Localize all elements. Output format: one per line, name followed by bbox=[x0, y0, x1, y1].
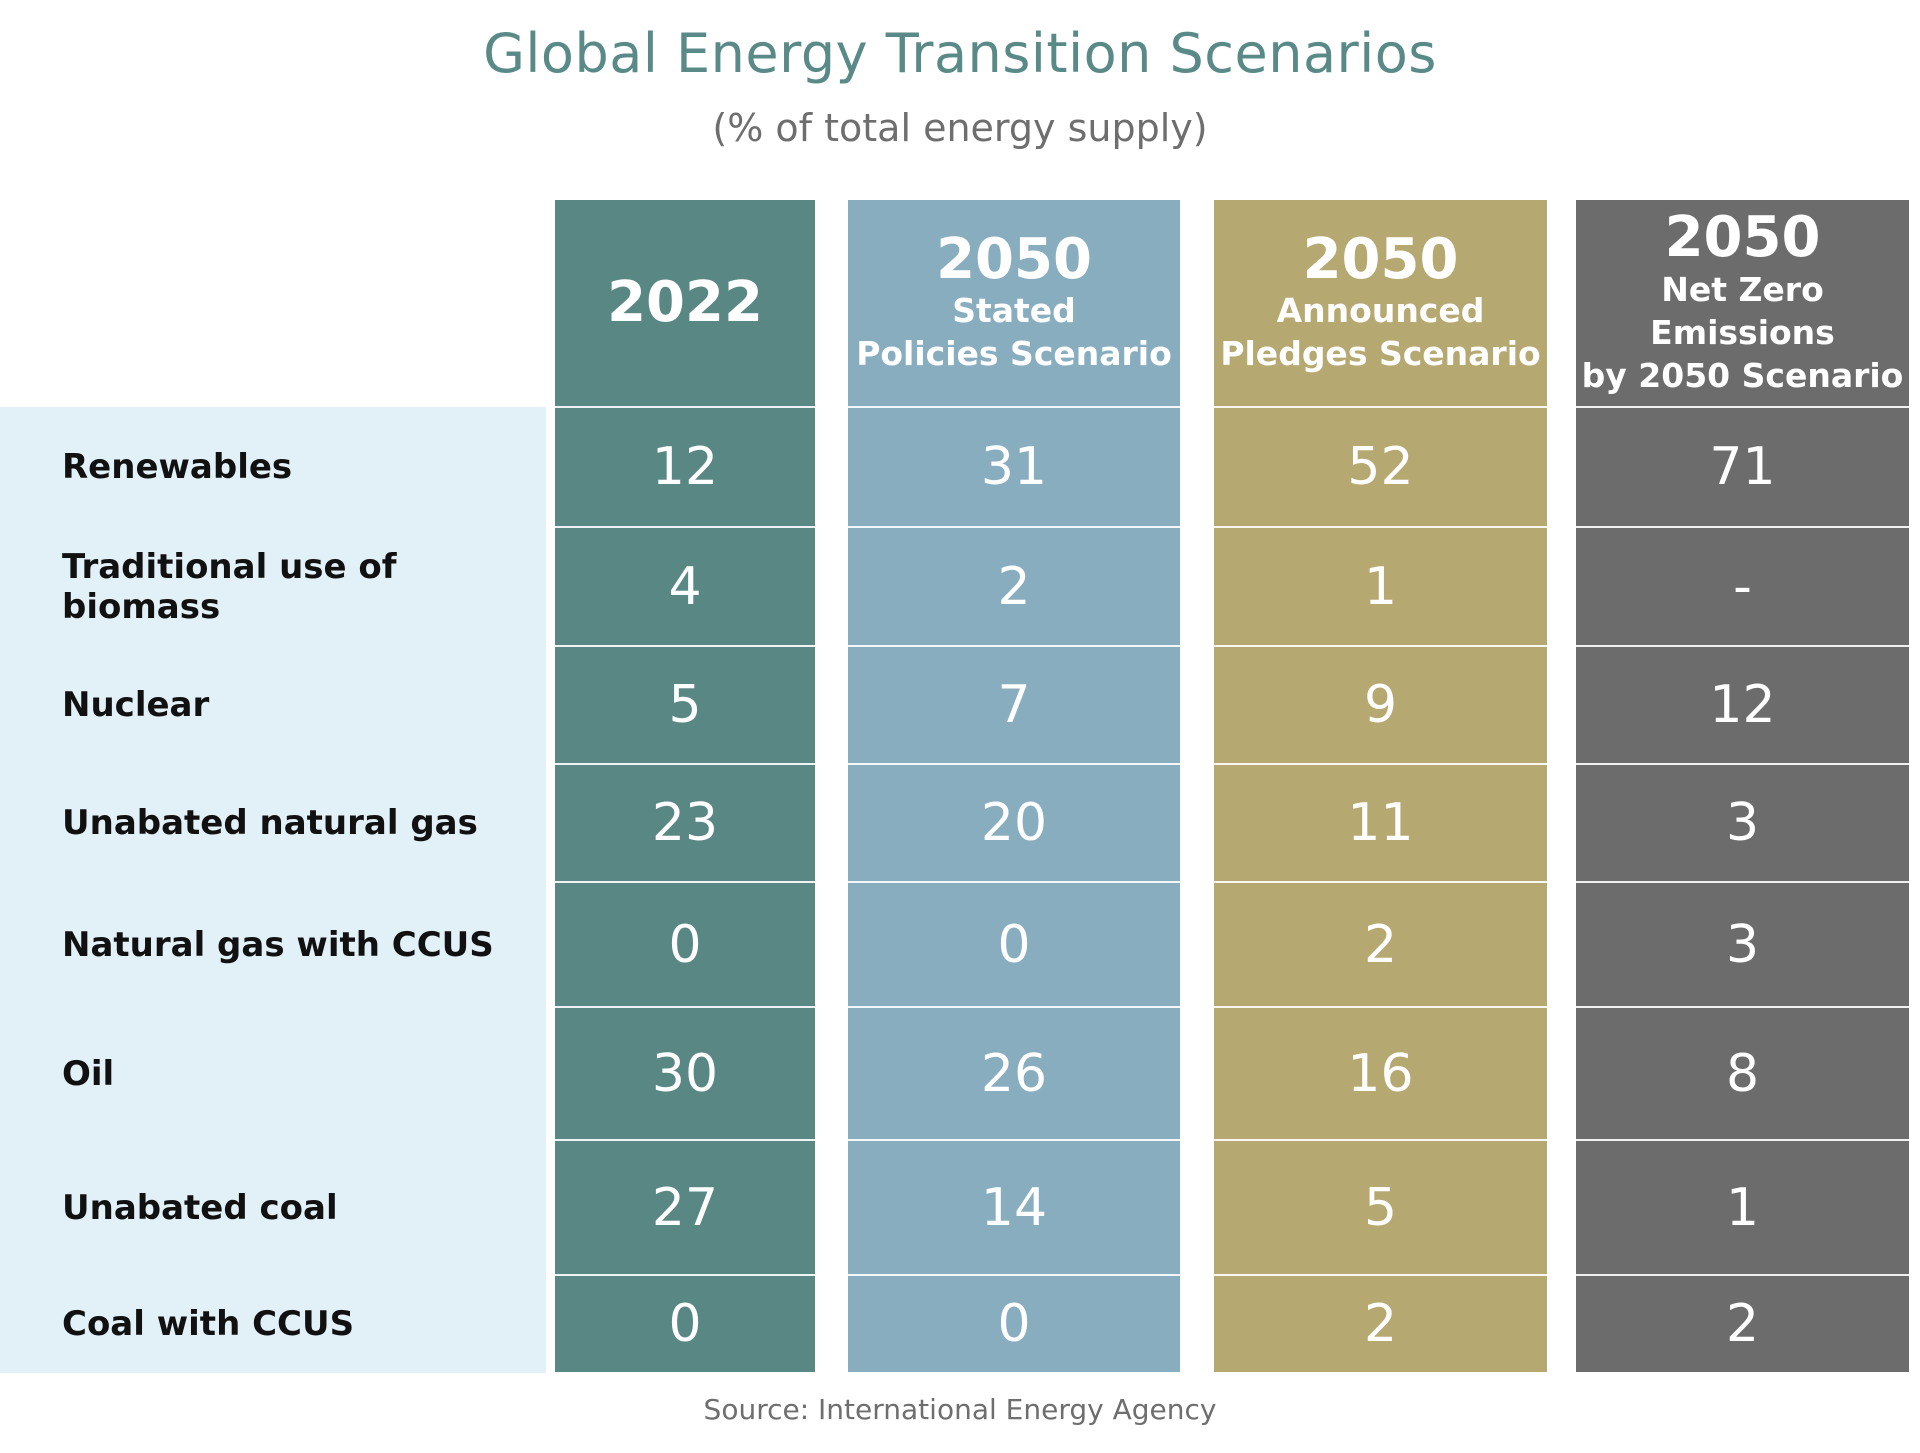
row-label: Renewables bbox=[62, 447, 293, 487]
row-divider bbox=[555, 406, 815, 408]
row-divider bbox=[1576, 881, 1909, 883]
row-divider bbox=[848, 1139, 1180, 1141]
row-label-panel bbox=[0, 407, 546, 1373]
row-divider bbox=[1214, 1139, 1547, 1141]
table-cell: 0 bbox=[668, 1294, 702, 1354]
table-cell: 2 bbox=[1363, 1294, 1398, 1354]
table-cell: 23 bbox=[651, 793, 719, 853]
column-header: 2050 Stated Policies Scenario bbox=[848, 200, 1180, 405]
row-divider bbox=[1214, 763, 1547, 765]
row-label: Traditional use of biomass bbox=[62, 546, 397, 627]
column-header: 2050 Announced Pledges Scenario bbox=[1214, 200, 1547, 405]
column-header: 2050 Net Zero Emissions by 2050 Scenario bbox=[1576, 200, 1909, 405]
column-header: 2022 bbox=[555, 200, 815, 405]
row-divider bbox=[1214, 645, 1547, 647]
row-divider bbox=[848, 526, 1180, 528]
column-year: 2050 bbox=[1302, 226, 1459, 292]
row-label: Coal with CCUS bbox=[62, 1304, 355, 1344]
table-cell: 14 bbox=[980, 1177, 1048, 1238]
table-cell: 20 bbox=[980, 793, 1048, 853]
chart-title: Global Energy Transition Scenarios bbox=[483, 22, 1437, 85]
row-divider bbox=[1576, 1139, 1909, 1141]
column-subtitle: Net Zero Emissions by 2050 Scenario bbox=[1581, 269, 1904, 395]
row-divider bbox=[555, 763, 815, 765]
table-cell: 1 bbox=[1725, 1177, 1760, 1238]
column-year: 2050 bbox=[936, 226, 1092, 292]
row-divider bbox=[555, 645, 815, 647]
row-divider bbox=[555, 1006, 815, 1008]
table-cell: 52 bbox=[1347, 437, 1414, 497]
scenario-column: 2050 Announced Pledges Scenario 52 1 9 11 2 16 5… bbox=[1214, 200, 1547, 1372]
row-label: Unabated coal bbox=[62, 1187, 338, 1228]
table-cell: 0 bbox=[997, 914, 1031, 975]
source-note: Source: International Energy Agency bbox=[703, 1393, 1217, 1426]
row-divider bbox=[848, 406, 1180, 408]
row-divider bbox=[1576, 645, 1909, 647]
table-cell: 26 bbox=[980, 1043, 1048, 1104]
table-cell: 71 bbox=[1709, 437, 1776, 497]
row-divider bbox=[1214, 1006, 1547, 1008]
table-cell: 12 bbox=[1709, 675, 1776, 735]
row-divider bbox=[555, 1274, 815, 1276]
row-divider bbox=[848, 1274, 1180, 1276]
scenario-column: 2050 Stated Policies Scenario 31 2 7 20 0 26 14 0 bbox=[848, 200, 1180, 1372]
table-cell: 11 bbox=[1347, 793, 1414, 853]
column-subtitle: Stated Policies Scenario bbox=[856, 291, 1172, 374]
row-divider bbox=[1576, 1274, 1909, 1276]
column-year: 2050 bbox=[1664, 205, 1821, 271]
row-divider bbox=[1214, 1274, 1547, 1276]
table-cell: 1 bbox=[1363, 556, 1398, 617]
table-cell: 8 bbox=[1725, 1043, 1760, 1104]
table-cell: 5 bbox=[1363, 1177, 1398, 1238]
row-label: Nuclear bbox=[62, 685, 210, 725]
row-label: Oil bbox=[62, 1053, 115, 1094]
column-subtitle: Announced Pledges Scenario bbox=[1220, 291, 1541, 374]
row-divider bbox=[848, 763, 1180, 765]
table-cell: 2 bbox=[1725, 1294, 1760, 1354]
chart-subtitle: (% of total energy supply) bbox=[712, 106, 1208, 150]
row-divider bbox=[1214, 406, 1547, 408]
row-divider bbox=[1576, 406, 1909, 408]
row-divider bbox=[1214, 526, 1547, 528]
table-cell: 30 bbox=[651, 1043, 719, 1104]
table-cell: 2 bbox=[997, 556, 1031, 617]
row-divider bbox=[848, 645, 1180, 647]
table-cell: - bbox=[1733, 556, 1752, 617]
table-cell: 31 bbox=[980, 437, 1048, 497]
row-label: Unabated natural gas bbox=[62, 803, 478, 843]
scenario-column: 2022 12 4 5 23 0 30 27 0 bbox=[555, 200, 815, 1372]
row-label: Natural gas with CCUS bbox=[62, 924, 494, 965]
scenario-column: 2050 Net Zero Emissions by 2050 Scenario 7… bbox=[1576, 200, 1909, 1372]
row-divider bbox=[1576, 1006, 1909, 1008]
row-divider bbox=[1576, 526, 1909, 528]
column-year: 2022 bbox=[607, 269, 763, 335]
table-cell: 7 bbox=[997, 675, 1031, 735]
row-divider bbox=[555, 526, 815, 528]
row-divider bbox=[848, 881, 1180, 883]
row-divider bbox=[555, 881, 815, 883]
table-cell: 16 bbox=[1347, 1043, 1414, 1104]
table-cell: 9 bbox=[1363, 675, 1398, 735]
table-cell: 3 bbox=[1725, 793, 1760, 853]
table-cell: 27 bbox=[651, 1177, 719, 1238]
row-divider bbox=[848, 1006, 1180, 1008]
row-divider bbox=[1576, 763, 1909, 765]
row-divider bbox=[555, 1139, 815, 1141]
table-cell: 12 bbox=[651, 437, 719, 497]
table-cell: 2 bbox=[1363, 914, 1398, 975]
row-divider bbox=[1214, 881, 1547, 883]
table-cell: 3 bbox=[1725, 914, 1760, 975]
table-cell: 0 bbox=[668, 914, 702, 975]
table-cell: 4 bbox=[668, 556, 702, 617]
table-cell: 5 bbox=[668, 675, 702, 735]
table-cell: 0 bbox=[997, 1294, 1031, 1354]
